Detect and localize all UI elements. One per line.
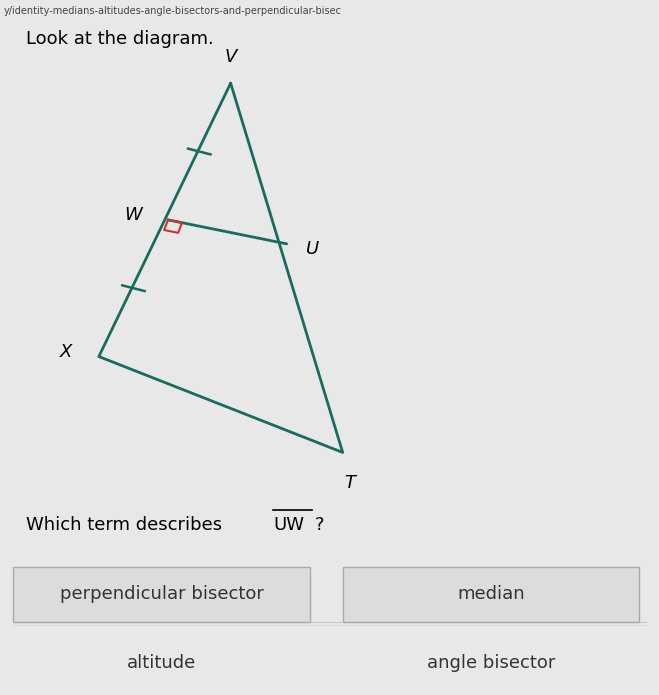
FancyBboxPatch shape xyxy=(13,566,310,622)
Text: W: W xyxy=(124,206,142,224)
Text: T: T xyxy=(344,474,355,492)
Text: U: U xyxy=(306,240,320,258)
Text: y/identity-medians-altitudes-angle-bisectors-and-perpendicular-bisec: y/identity-medians-altitudes-angle-bisec… xyxy=(3,6,341,16)
Text: angle bisector: angle bisector xyxy=(427,654,555,672)
Text: V: V xyxy=(225,49,237,67)
Text: perpendicular bisector: perpendicular bisector xyxy=(59,585,264,603)
Text: Look at the diagram.: Look at the diagram. xyxy=(26,31,214,49)
Text: ?: ? xyxy=(314,516,324,534)
Text: altitude: altitude xyxy=(127,654,196,672)
Text: median: median xyxy=(457,585,525,603)
Text: X: X xyxy=(60,343,72,361)
Text: UW: UW xyxy=(273,516,304,534)
Text: Which term describes: Which term describes xyxy=(26,516,228,534)
FancyBboxPatch shape xyxy=(343,566,639,622)
